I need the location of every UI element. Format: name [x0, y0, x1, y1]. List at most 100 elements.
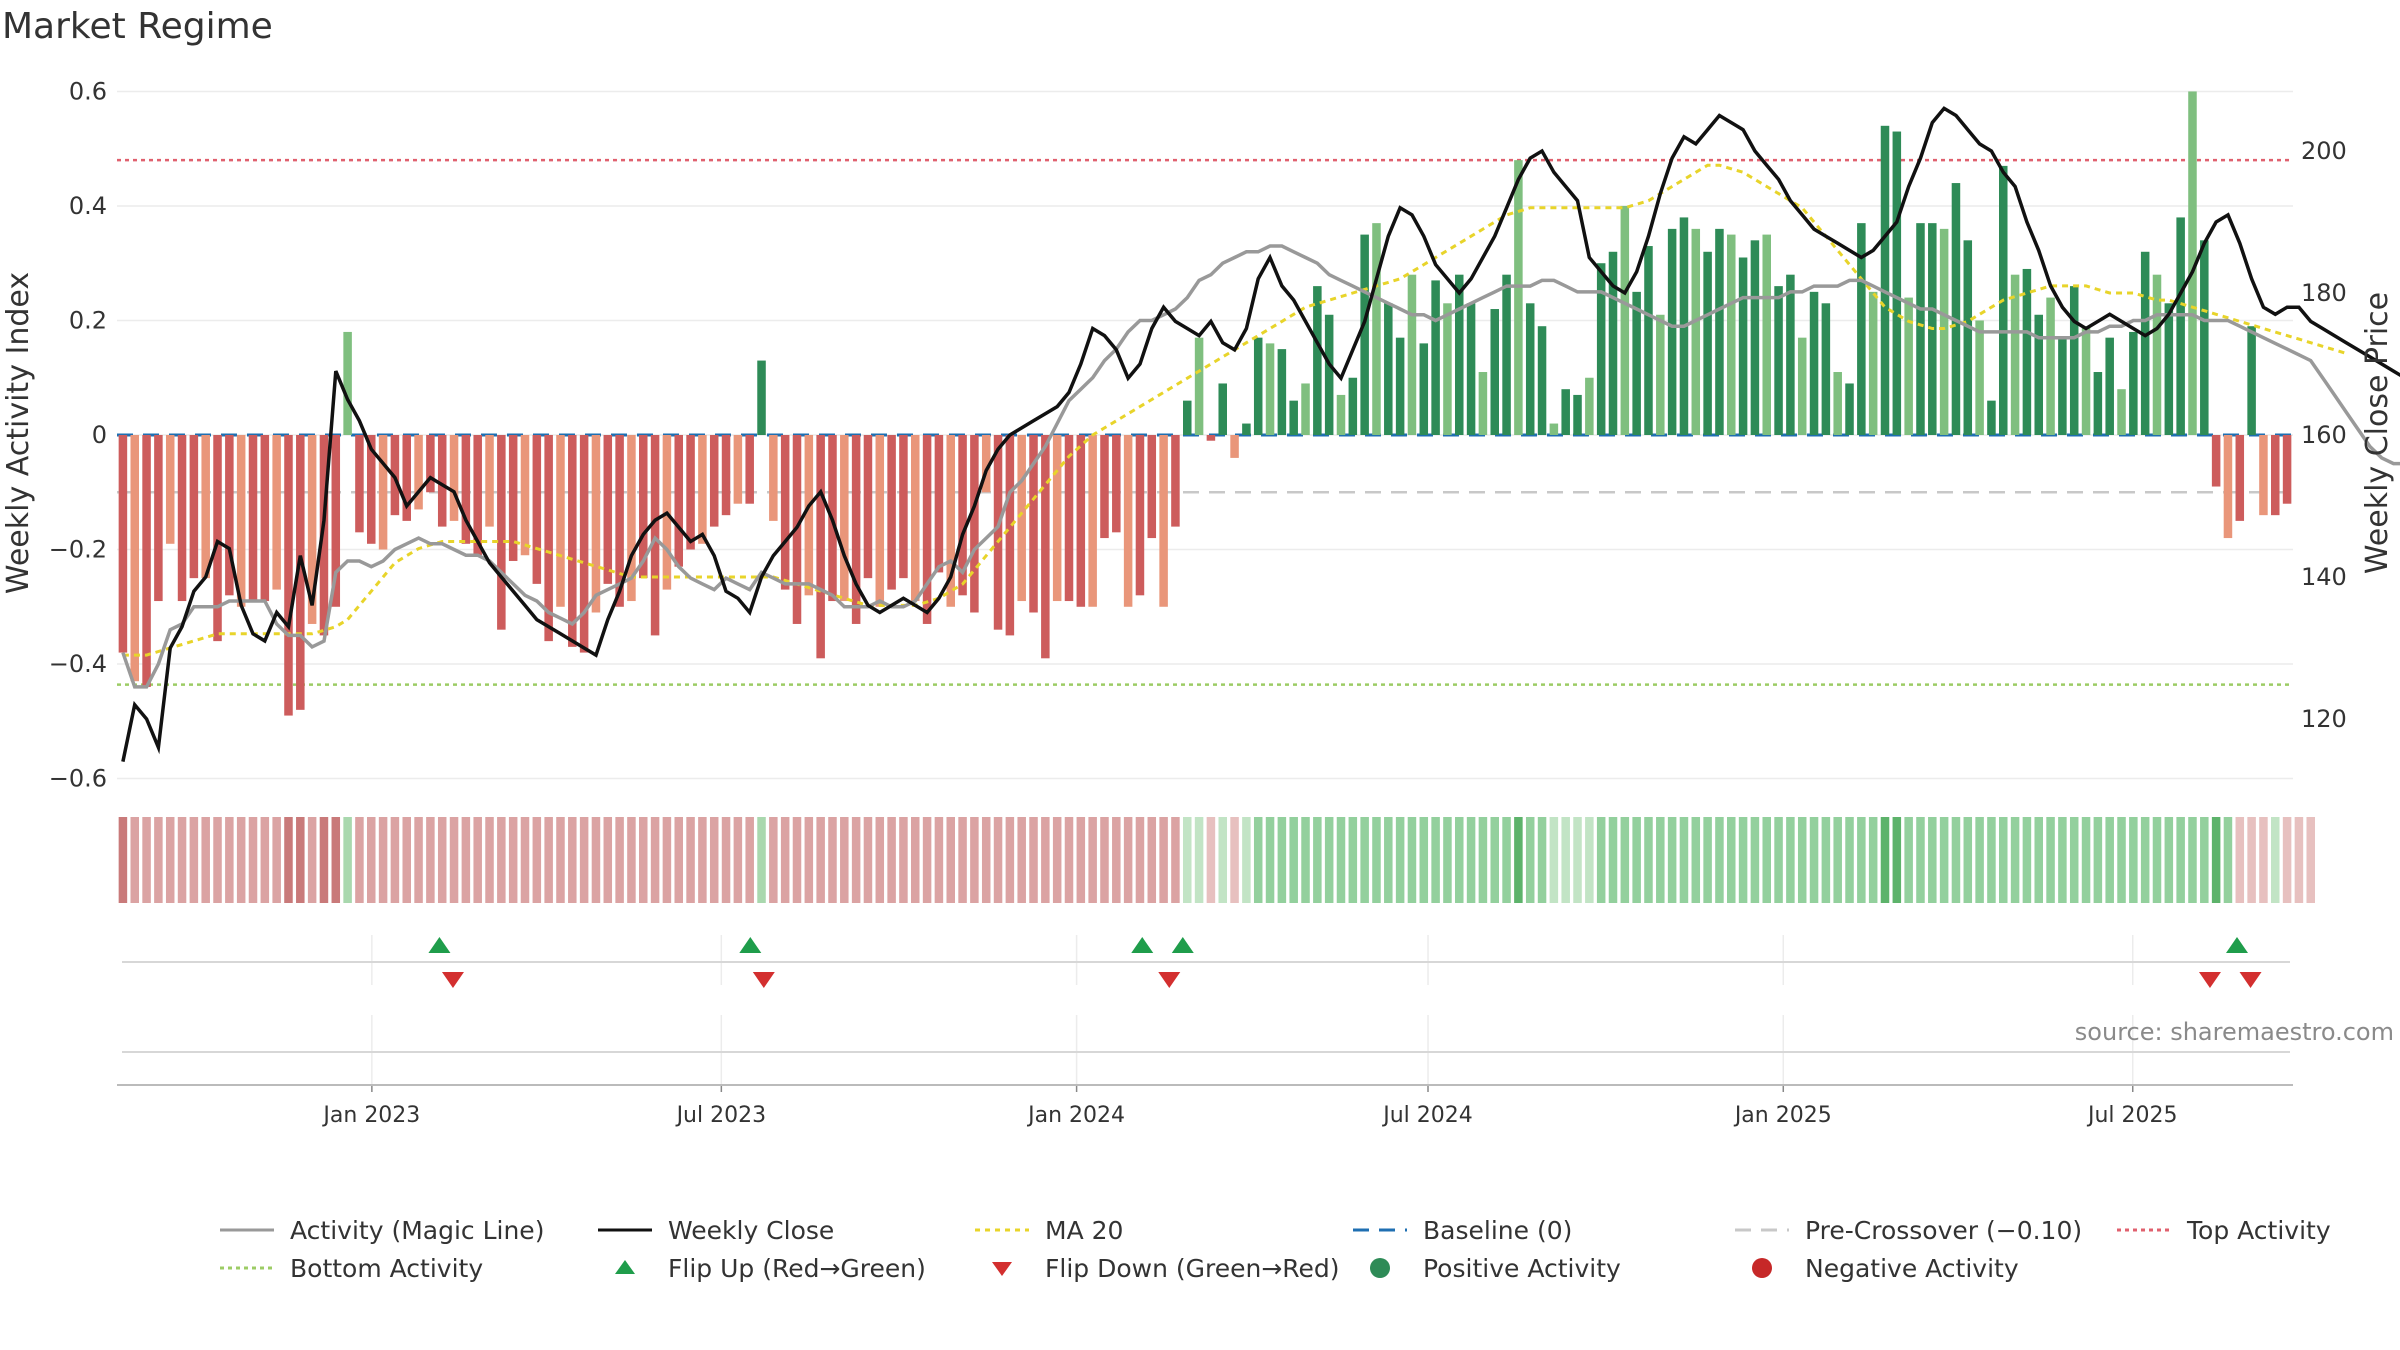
regime-cell [958, 817, 967, 903]
activity-bar [260, 435, 270, 602]
activity-bar [1620, 205, 1630, 435]
activity-bar [911, 435, 920, 602]
regime-cell [1360, 817, 1369, 903]
activity-bar [284, 435, 293, 716]
activity-bar [863, 435, 873, 579]
regime-cell [1656, 817, 1665, 903]
regime-cell [1242, 817, 1251, 903]
regime-cell [1064, 817, 1074, 903]
regime-cell [2152, 817, 2162, 903]
activity-bar [1774, 286, 1783, 435]
activity-bar [2140, 251, 2150, 435]
legend-label: Positive Activity [1423, 1253, 1621, 1283]
legend-swatch [220, 1228, 274, 1232]
regime-cell [686, 817, 695, 903]
activity-bar [213, 435, 222, 642]
activity-bar [1762, 234, 1771, 435]
regime-cell [662, 817, 672, 903]
activity-bar [899, 435, 908, 579]
regime-cell [213, 817, 222, 903]
regime-cell [2010, 817, 2020, 903]
regime-cell [319, 817, 329, 903]
activity-bar [1797, 337, 1807, 435]
regime-cell [1076, 817, 1086, 903]
regime-cell [2282, 817, 2292, 903]
x-axis: Jan 2023 Jul 2023 Jan 2024 Jul 2024 Jan 2025… [117, 1084, 2293, 1128]
regime-cell [1183, 817, 1192, 903]
regime-cell [1892, 817, 1902, 903]
activity-bar [1916, 223, 1925, 435]
regime-cell [2140, 817, 2150, 903]
regime-cell [1301, 817, 1310, 903]
regime-cell [2223, 817, 2233, 903]
regime-cell [709, 817, 719, 903]
regime-cell [532, 817, 542, 903]
legend-label: Bottom Activity [290, 1253, 484, 1283]
regime-cell [520, 817, 530, 903]
activity-bar [2010, 274, 2020, 435]
regime-cell [792, 817, 802, 903]
regime-cell [544, 817, 553, 903]
activity-bar [1076, 435, 1086, 607]
activity-bar [2105, 337, 2114, 435]
regime-cell [887, 817, 896, 903]
activity-bar [296, 435, 305, 710]
activity-bar [780, 435, 790, 590]
regime-cell [1159, 817, 1168, 903]
regime-cell [1407, 817, 1417, 903]
regime-cell [1336, 817, 1346, 903]
activity-bar [1029, 435, 1038, 613]
activity-bar [769, 435, 778, 521]
activity-bar [1041, 435, 1050, 659]
activity-bar [851, 435, 861, 624]
activity-bar [816, 435, 825, 659]
activity-bar [426, 435, 435, 493]
activity-bar [591, 435, 601, 613]
y-tick-label-right: 160 [2301, 421, 2347, 449]
activity-bars [118, 91, 2292, 716]
activity-bar [1691, 228, 1701, 435]
activity-bar [2081, 326, 2091, 435]
activity-bar [1656, 314, 1665, 435]
regime-cell [284, 817, 293, 903]
activity-bar [461, 435, 471, 544]
regime-cell [875, 817, 885, 903]
activity-bar [1525, 303, 1535, 435]
activity-bar [520, 435, 530, 556]
regime-cell [497, 817, 506, 903]
activity-bar [970, 435, 979, 613]
activity-bar [1313, 286, 1322, 435]
legend-item: Flip Down (Green→Red) [973, 1252, 1340, 1284]
legend-item: Top Activity [2115, 1214, 2331, 1246]
x-tick-label: Jul 2023 [675, 1103, 767, 1128]
activity-bar [733, 435, 743, 504]
activity-bar [1230, 435, 1239, 458]
regime-cell [934, 817, 944, 903]
regime-cell [1395, 817, 1405, 903]
legend-label: Baseline (0) [1423, 1215, 1573, 1245]
regime-cell [603, 817, 613, 903]
activity-bar [2247, 326, 2256, 435]
regime-cell [674, 817, 683, 903]
legend-item: Baseline (0) [1351, 1214, 1572, 1246]
legend-item: Activity (Magic Line) [218, 1214, 544, 1246]
regime-cell [745, 817, 754, 903]
activity-bar [804, 435, 814, 596]
regime-cell [1041, 817, 1050, 903]
regime-cell [1667, 817, 1677, 903]
flip-up-marker [1131, 937, 1154, 953]
circle-icon [1370, 1258, 1390, 1278]
regime-cell [1809, 817, 1819, 903]
regime-cell [1750, 817, 1760, 903]
legend-item: Pre-Crossover (−0.10) [1733, 1214, 2082, 1246]
regime-cell [154, 817, 163, 903]
legend-label: Activity (Magic Line) [290, 1215, 545, 1245]
activity-bar [639, 435, 648, 579]
regime-cell [1727, 817, 1736, 903]
regime-cell [236, 817, 246, 903]
y-tick-label-left: −0.6 [49, 765, 107, 793]
regime-cell [1088, 817, 1097, 903]
regime-cell [733, 817, 743, 903]
regime-cell [1549, 817, 1559, 903]
regime-cell [248, 817, 258, 903]
